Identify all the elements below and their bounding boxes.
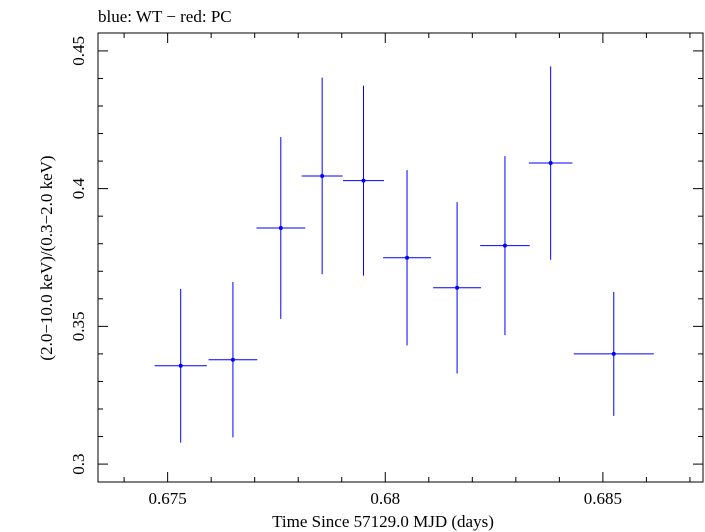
y-tick-label-035: 0.35 <box>69 311 88 341</box>
y-tick-label-045: 0.45 <box>69 36 88 66</box>
axis-ticks <box>98 33 703 482</box>
plot-frame <box>97 32 704 483</box>
y-tick-label-04: 0.4 <box>69 178 88 200</box>
y-tick-label-03: 0.3 <box>69 453 88 474</box>
data-point-5 <box>383 170 431 346</box>
wt-series <box>154 66 654 443</box>
data-point-8 <box>528 66 573 260</box>
point-marker <box>178 363 183 368</box>
data-point-7 <box>480 156 530 336</box>
point-marker <box>320 173 325 178</box>
point-marker <box>548 161 553 166</box>
x-axis-label: Time Since 57129.0 MJD (days) <box>272 512 494 531</box>
chart-title: blue: WT − red: PC <box>98 7 232 26</box>
point-marker <box>278 226 283 231</box>
point-marker <box>611 351 616 356</box>
data-point-0 <box>154 288 207 443</box>
point-marker <box>405 255 410 260</box>
x-tick-label-068: 0.68 <box>370 489 400 508</box>
point-marker <box>455 285 460 290</box>
data-point-2 <box>256 137 306 319</box>
data-point-6 <box>433 202 482 374</box>
x-tick-label-0685: 0.685 <box>584 489 622 508</box>
point-marker <box>230 357 235 362</box>
point-marker <box>502 243 507 248</box>
data-point-4 <box>343 85 384 276</box>
data-point-9 <box>573 291 654 416</box>
y-axis-label: (2.0−10.0 keV)/(0.3−2.0 keV) <box>37 155 56 360</box>
point-marker <box>361 178 366 183</box>
x-tick-label-0675: 0.675 <box>149 489 187 508</box>
data-point-1 <box>208 282 258 438</box>
data-point-3 <box>301 77 343 275</box>
